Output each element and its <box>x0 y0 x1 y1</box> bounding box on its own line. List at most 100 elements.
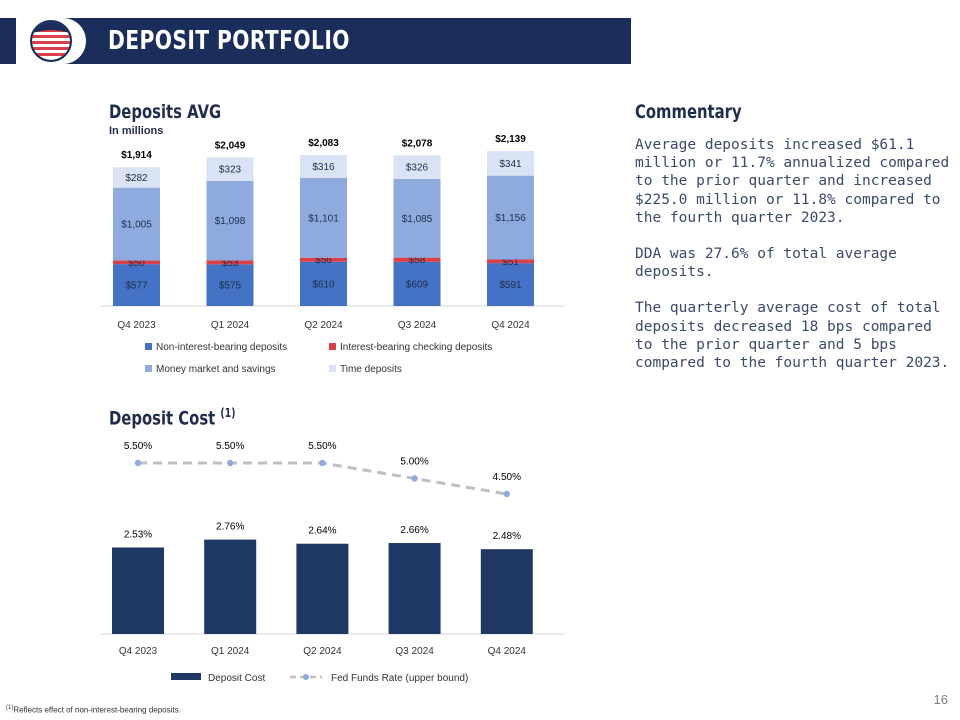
deposit-cost-title-footnote-mark: (1) <box>220 406 236 420</box>
x-tick-label: Q4 2023 <box>117 320 156 331</box>
bar-total-label: $2,083 <box>308 138 339 149</box>
bar-segment-non-interest-bearing <box>113 264 160 306</box>
deposits-chart-title: Deposits AVG <box>109 101 222 123</box>
footnote: (1)Reflects effect of non-interest-beari… <box>6 705 181 715</box>
bar-value-label: $1,098 <box>215 216 246 227</box>
legend-swatch-interest-bearing-checking <box>329 343 336 350</box>
page-number: 16 <box>933 692 948 707</box>
deposit-cost-title-text: Deposit Cost <box>109 407 216 430</box>
x-tick-label: Q4 2024 <box>491 320 530 331</box>
bar-segment-time-deposits <box>300 154 347 178</box>
x-tick-label: Q1 2024 <box>211 320 250 331</box>
bar-value-label: $1,085 <box>402 214 433 225</box>
bar-value-label: $1,005 <box>121 220 152 231</box>
commentary-paragraph: Average deposits increased $61.1 million… <box>635 137 950 226</box>
deposit-cost-bar <box>204 539 257 634</box>
legend-swatch-money-market <box>145 365 152 372</box>
legend-label-interest-bearing-checking: Interest-bearing checking deposits <box>340 342 492 353</box>
bar-total-label: $1,914 <box>121 150 152 161</box>
fed-funds-rate-marker <box>134 459 142 467</box>
deposit-cost-value-label: 2.48% <box>493 531 521 542</box>
legend-label-deposit-cost: Deposit Cost <box>208 673 265 684</box>
bar-segment-non-interest-bearing <box>300 261 347 306</box>
deposit-cost-value-label: 2.64% <box>308 526 336 537</box>
bar-segment-time-deposits <box>393 155 441 179</box>
bar-segment-non-interest-bearing <box>206 264 254 306</box>
commentary-text: Average deposits increased $61.1 million… <box>635 136 950 390</box>
bar-value-label: $56 <box>315 255 332 266</box>
bar-value-label: $58 <box>409 255 426 266</box>
deposit-cost-bar <box>388 543 441 634</box>
x-tick-label: Q3 2024 <box>395 646 434 657</box>
legend-label-time-deposits: Time deposits <box>340 364 402 375</box>
bar-segment-money-market <box>206 180 254 261</box>
x-tick-label: Q4 2023 <box>119 646 158 657</box>
x-tick-label: Q3 2024 <box>398 320 437 331</box>
bar-segment-time-deposits <box>487 150 534 176</box>
legend-swatch-fed-funds-marker <box>303 674 309 680</box>
deposit-cost-value-label: 2.76% <box>216 522 244 533</box>
bank-logo <box>16 18 86 64</box>
legend-swatch-non-interest-bearing <box>145 343 152 350</box>
bar-segment-interest-bearing-checking <box>300 257 347 262</box>
legend-label-money-market: Money market and savings <box>156 364 276 375</box>
bar-segment-interest-bearing-checking <box>113 260 160 265</box>
x-tick-label: Q2 2024 <box>304 320 343 331</box>
bar-segment-money-market <box>393 178 441 258</box>
bar-value-label: $326 <box>406 163 429 174</box>
bar-segment-money-market <box>300 177 347 258</box>
bar-value-label: $591 <box>499 280 522 291</box>
fed-funds-rate-marker <box>227 459 234 467</box>
deposits-stacked-bar-chart: $577 $50 $1,005 $282 $1,914 Q4 2023 $575 $53 $1,… <box>100 135 565 375</box>
x-tick-label: Q1 2024 <box>211 646 250 657</box>
bar-value-label: $316 <box>312 162 335 173</box>
legend-label-non-interest-bearing: Non-interest-bearing deposits <box>156 342 287 353</box>
bar-value-label: $51 <box>502 257 519 268</box>
bar-value-label: $323 <box>219 165 242 176</box>
bar-total-label: $2,078 <box>402 138 433 149</box>
bar-segment-money-market <box>113 187 160 261</box>
bar-value-label: $1,101 <box>308 213 339 224</box>
bar-value-label: $575 <box>219 281 242 292</box>
fed-funds-rate-line <box>138 461 508 496</box>
legend-label-fed-funds-rate: Fed Funds Rate (upper bound) <box>331 673 468 684</box>
bar-value-label: $50 <box>128 258 145 269</box>
commentary-paragraph: The quarterly average cost of total depo… <box>635 300 950 372</box>
page-title: DEPOSIT PORTFOLIO <box>108 26 350 56</box>
header-bar <box>0 18 631 64</box>
bar-value-label: $609 <box>406 279 429 290</box>
fed-funds-rate-value-label: 5.00% <box>400 457 428 468</box>
deposits-chart-subtitle: In millions <box>109 125 164 137</box>
x-tick-label: Q4 2024 <box>488 646 527 657</box>
deposit-cost-value-label: 2.66% <box>400 525 428 536</box>
fed-funds-rate-value-label: 4.50% <box>493 472 521 483</box>
fed-funds-rate-value-label: 5.50% <box>216 441 244 452</box>
x-tick-label: Q2 2024 <box>303 646 342 657</box>
bar-value-label: $1,156 <box>495 213 526 224</box>
bar-segment-time-deposits <box>113 167 160 188</box>
fed-funds-rate-value-label: 5.50% <box>124 441 152 452</box>
fed-funds-rate-marker <box>411 475 418 482</box>
bar-value-label: $577 <box>125 281 148 292</box>
deposit-cost-bar <box>296 543 349 634</box>
deposit-cost-bar <box>112 547 164 634</box>
bar-value-label: $610 <box>312 279 335 290</box>
bar-segment-money-market <box>487 175 534 260</box>
bar-segment-non-interest-bearing <box>487 263 534 306</box>
footnote-text: Reflects effect of non-interest-bearing … <box>13 705 181 715</box>
bar-segment-interest-bearing-checking <box>487 259 534 264</box>
bar-value-label: $282 <box>125 173 148 184</box>
bar-segment-non-interest-bearing <box>393 261 441 306</box>
bar-total-label: $2,139 <box>495 135 526 145</box>
bar-segment-interest-bearing-checking <box>393 257 441 262</box>
legend-swatch-time-deposits <box>329 365 336 372</box>
bar-value-label: $341 <box>499 159 522 170</box>
fed-funds-rate-value-label: 5.50% <box>308 441 336 452</box>
bar-total-label: $2,049 <box>215 140 246 151</box>
deposit-cost-title: Deposit Cost (1) <box>109 406 236 429</box>
bar-segment-time-deposits <box>206 157 254 181</box>
commentary-title: Commentary <box>635 101 742 123</box>
fed-funds-rate-marker <box>319 459 326 467</box>
legend-swatch-deposit-cost <box>171 673 201 680</box>
deposit-cost-value-label: 2.53% <box>124 529 152 540</box>
